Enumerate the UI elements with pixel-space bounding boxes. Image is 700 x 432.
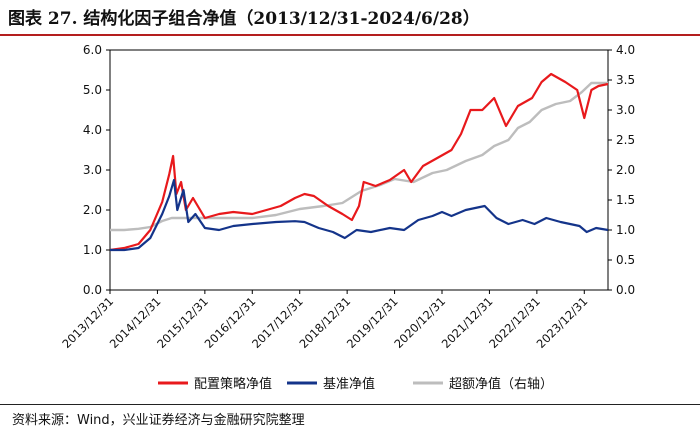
y-left-tick-label: 4.0 — [83, 123, 102, 137]
y-right-tick-label: 4.0 — [616, 43, 635, 57]
series-line-0 — [109, 72, 609, 252]
y-left-tick-label: 2.0 — [83, 203, 102, 217]
y-left-tick-label: 1.0 — [83, 243, 102, 257]
x-tick-label: 2023/12/31 — [534, 294, 591, 351]
y-right-tick-label: 2.5 — [616, 133, 635, 147]
series-line-1 — [110, 178, 609, 252]
legend-label: 基准净值 — [323, 376, 375, 392]
y-right-tick-label: 3.5 — [616, 73, 635, 87]
y-left-tick-label: 6.0 — [83, 43, 102, 57]
y-right-tick-label: 0.5 — [616, 253, 635, 267]
y-left-tick-label: 5.0 — [83, 83, 102, 97]
y-right-tick-label: 1.5 — [616, 193, 635, 207]
figure-title: 图表 27. 结构化因子组合净值（2013/12/31-2024/6/28） — [8, 9, 480, 29]
y-right-tick-label: 1.0 — [616, 223, 635, 237]
figure-title-bar: 图表 27. 结构化因子组合净值（2013/12/31-2024/6/28） — [0, 0, 700, 36]
plot-frame — [109, 49, 609, 291]
legend-label: 超额净值（右轴） — [449, 376, 553, 392]
y-right-tick-label: 3.0 — [616, 103, 635, 117]
source-divider — [0, 404, 700, 405]
y-left-tick-label: 3.0 — [83, 163, 102, 177]
source-note: 资料来源：Wind，兴业证券经济与金融研究院整理 — [12, 413, 305, 428]
y-right-tick-label: 0.0 — [616, 283, 635, 297]
legend-label: 配置策略净值 — [194, 376, 272, 392]
y-left-tick-label: 0.0 — [83, 283, 102, 297]
line-chart: 0.0 1.0 2.0 3.0 4.0 5.0 6.0 0.0 0.5 1.0 1.5 2.0 2.5 3… — [59, 43, 635, 392]
y-right-tick-label: 2.0 — [616, 163, 635, 177]
